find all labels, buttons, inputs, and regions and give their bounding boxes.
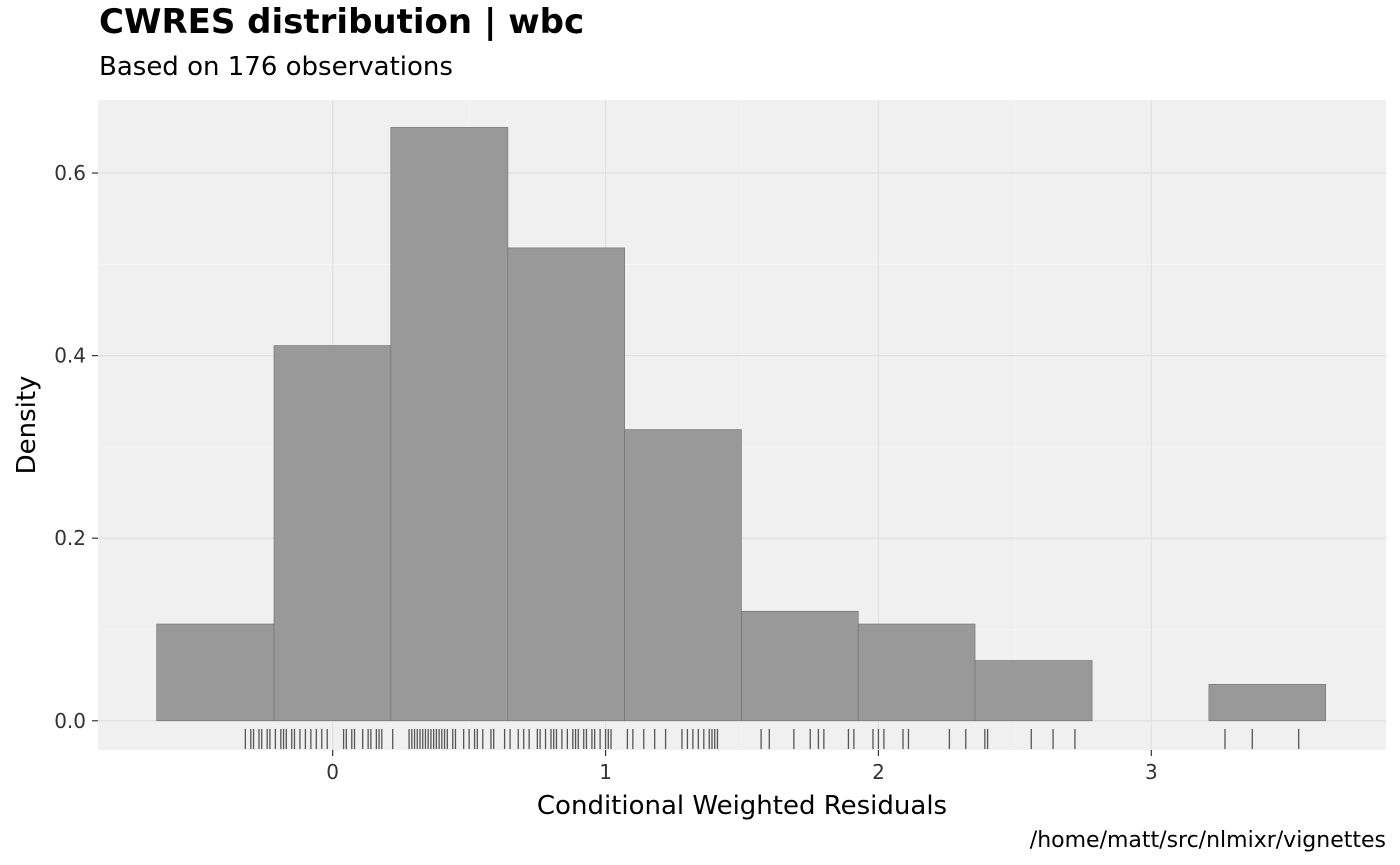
histogram-bar [1208,683,1326,722]
histogram-bar [624,429,742,722]
histogram-bar [857,623,976,722]
chart-title: CWRES distribution | wbc [99,2,585,42]
y-tick-label: 0.0 [54,709,86,733]
x-axis-title: Conditional Weighted Residuals [537,791,947,821]
chart-subtitle: Based on 176 observations [99,52,453,82]
y-axis-title: Density [12,376,42,475]
caption: /home/matt/src/nlmixr/vignettes [1029,828,1386,853]
axes: 0 1 2 3 0.0 0.2 0.4 0.6 [54,161,1158,784]
y-tick-label: 0.2 [54,526,86,550]
histogram-bar [507,247,625,722]
x-tick-label: 3 [1145,760,1158,784]
x-tick-label: 1 [599,760,612,784]
y-tick-label: 0.6 [54,161,86,185]
histogram-bar [156,623,275,722]
histogram-bar [974,660,1093,722]
y-tick-label: 0.4 [54,344,86,368]
histogram-bar [741,610,859,722]
x-tick-label: 2 [872,760,885,784]
histogram-bar [273,345,392,722]
histogram-bar [390,127,509,722]
histogram-bars [156,127,1326,722]
rug-marks [244,729,1300,749]
x-tick-label: 0 [326,760,339,784]
